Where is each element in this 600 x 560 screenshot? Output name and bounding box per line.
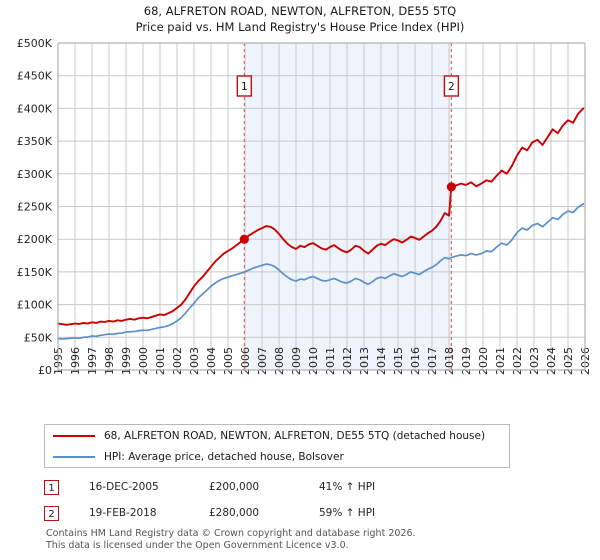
title-line-2: Price paid vs. HM Land Registry's House … bbox=[135, 20, 465, 34]
x-axis-tick-label: 2020 bbox=[477, 347, 490, 375]
x-axis-tick-label: 2001 bbox=[154, 347, 167, 375]
sale-price: £200,000 bbox=[209, 481, 260, 493]
x-axis-tick-label: 2017 bbox=[426, 347, 439, 375]
x-axis-tick-label: 2000 bbox=[137, 347, 150, 375]
sale-marker-badge-label: 2 bbox=[448, 81, 455, 93]
x-axis-ticks: 1995199619971998199920002001200220032004… bbox=[52, 347, 592, 375]
table-row: 2 19-FEB-2018 £280,000 59% ↑ HPI bbox=[44, 500, 510, 526]
sale-marker-badge[interactable] bbox=[236, 75, 253, 97]
y-axis-tick-label: £150K bbox=[17, 266, 53, 279]
x-axis-tick-label: 2025 bbox=[562, 347, 575, 375]
x-axis-tick-label: 2023 bbox=[528, 347, 541, 375]
footer-line-2: This data is licensed under the Open Gov… bbox=[46, 539, 349, 551]
y-axis-tick-label: £450K bbox=[17, 70, 53, 83]
plot-area: £0 £50K £100K £150K £200K £250K £300K £350K £400… bbox=[17, 37, 592, 377]
title-line-1: 68, ALFRETON ROAD, NEWTON, ALFRETON, DE5… bbox=[143, 4, 457, 18]
table-row: 1 16-DEC-2005 £200,000 41% ↑ HPI bbox=[44, 474, 510, 500]
x-axis-tick-label: 2015 bbox=[392, 347, 405, 375]
sale-point-marker bbox=[239, 234, 249, 244]
x-axis-tick-label: 2003 bbox=[188, 347, 201, 375]
x-axis-tick-label: 2024 bbox=[545, 347, 558, 375]
x-axis-tick-label: 2007 bbox=[256, 347, 269, 375]
x-axis-tick-label: 2009 bbox=[290, 347, 303, 375]
y-axis-tick-label: £500K bbox=[17, 37, 53, 50]
x-axis-tick-label: 1997 bbox=[86, 347, 99, 375]
y-axis-tick-label: £0 bbox=[38, 364, 52, 377]
x-axis-tick-label: 1998 bbox=[103, 347, 116, 375]
y-axis-tick-label: £200K bbox=[17, 233, 53, 246]
sale-hpi-delta: 41% ↑ HPI bbox=[319, 481, 376, 493]
y-axis-tick-label: £350K bbox=[17, 135, 53, 148]
footer-line-1: Contains HM Land Registry data © Crown c… bbox=[46, 528, 416, 539]
x-axis-tick-label: 2012 bbox=[341, 347, 354, 375]
x-axis-tick-label: 2021 bbox=[494, 347, 507, 375]
sale-index-badge: 1 bbox=[44, 479, 59, 495]
legend-label-property: 68, ALFRETON ROAD, NEWTON, ALFRETON, DE5… bbox=[104, 429, 486, 442]
x-axis-tick-label: 2016 bbox=[409, 347, 422, 375]
plot-frame bbox=[57, 42, 586, 371]
y-axis-ticks: £0 £50K £100K £150K £200K £250K £300K £350K £400… bbox=[17, 37, 53, 377]
legend-item-hpi: HPI: Average price, detached house, Bols… bbox=[45, 446, 509, 467]
sale-date: 16-DEC-2005 bbox=[89, 481, 159, 493]
sale-marker-badge-label: 1 bbox=[241, 81, 248, 93]
legend-label-hpi: HPI: Average price, detached house, Bols… bbox=[104, 450, 344, 463]
sale-index-badge: 2 bbox=[44, 505, 59, 521]
chart-title: 68, ALFRETON ROAD, NEWTON, ALFRETON, DE5… bbox=[0, 3, 600, 35]
x-axis-tick-label: 2010 bbox=[307, 347, 320, 375]
sale-date: 19-FEB-2018 bbox=[89, 507, 157, 519]
x-axis-tick-label: 2005 bbox=[222, 347, 235, 375]
x-axis-tick-label: 2006 bbox=[239, 347, 252, 375]
x-axis-tick-label: 2008 bbox=[273, 347, 286, 375]
y-axis-tick-label: £400K bbox=[17, 102, 53, 115]
x-axis-tick-label: 1999 bbox=[120, 347, 133, 375]
x-axis-tick-label: 2022 bbox=[511, 347, 524, 375]
legend-swatch-red bbox=[53, 434, 95, 437]
y-axis-tick-label: £100K bbox=[17, 299, 53, 312]
x-axis-tick-label: 2019 bbox=[460, 347, 473, 375]
series-line-property bbox=[57, 107, 585, 326]
attribution-footer: Contains HM Land Registry data © Crown c… bbox=[46, 528, 566, 551]
x-axis-tick-label: 2014 bbox=[375, 347, 388, 375]
data-series bbox=[57, 107, 585, 340]
sale-marker-badge[interactable] bbox=[443, 75, 460, 97]
x-axis-tick-label: 2013 bbox=[358, 347, 371, 375]
series-line-hpi bbox=[57, 203, 585, 340]
legend-item-property: 68, ALFRETON ROAD, NEWTON, ALFRETON, DE5… bbox=[45, 425, 509, 446]
sale-price: £280,000 bbox=[209, 507, 260, 519]
sale-hpi-delta: 59% ↑ HPI bbox=[319, 507, 376, 519]
x-axis-tick-label: 2002 bbox=[171, 347, 184, 375]
chart-legend: 68, ALFRETON ROAD, NEWTON, ALFRETON, DE5… bbox=[44, 424, 510, 468]
x-axis-tick-label: 1996 bbox=[69, 347, 82, 375]
sales-table: 1 16-DEC-2005 £200,000 41% ↑ HPI 2 19-FE… bbox=[44, 474, 510, 526]
legend-swatch-blue bbox=[53, 455, 95, 458]
x-axis-tick-label: 2011 bbox=[324, 347, 337, 375]
x-axis-tick-label: 2004 bbox=[205, 347, 218, 375]
x-axis-tick-label: 2018 bbox=[443, 347, 456, 375]
y-axis-tick-label: £300K bbox=[17, 168, 53, 181]
sale-point-marker bbox=[446, 182, 456, 192]
y-axis-tick-label: £250K bbox=[17, 201, 53, 214]
y-axis-tick-label: £50K bbox=[24, 331, 53, 344]
